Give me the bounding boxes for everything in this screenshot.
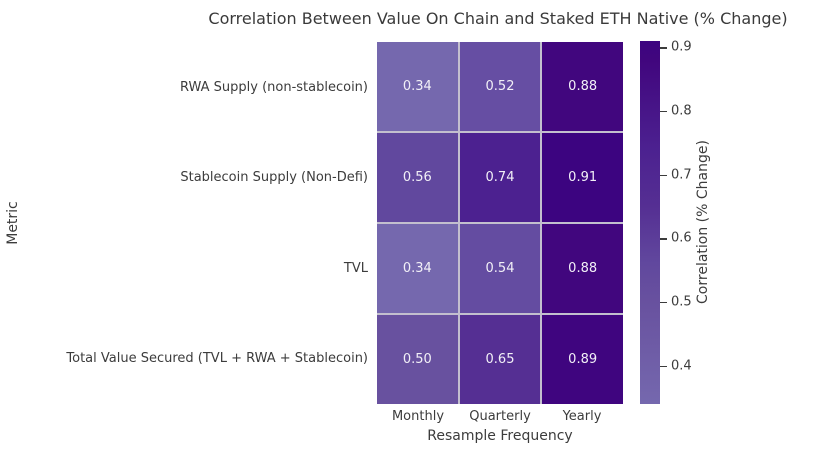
colorbar-tick-label: 0.9 — [671, 39, 692, 55]
cell-value: 0.74 — [485, 170, 515, 185]
heatmap-cell: 0.34 — [377, 224, 458, 313]
y-tick-label: RWA Supply (non-stablecoin) — [179, 79, 368, 95]
heatmap-cell: 0.50 — [377, 315, 458, 404]
colorbar-tick-mark — [660, 47, 667, 49]
heatmap-cell: 0.52 — [459, 42, 541, 131]
colorbar-tick-label: 0.7 — [671, 167, 692, 183]
heatmap-cell: 0.88 — [542, 42, 623, 131]
cell-value: 0.88 — [568, 79, 598, 94]
y-axis-tick-labels: RWA Supply (non-stablecoin) Stablecoin Su… — [0, 42, 368, 404]
cell-value: 0.34 — [402, 261, 432, 276]
x-axis-tick-labels: Monthly Quarterly Yearly — [377, 409, 623, 424]
heatmap-cell: 0.56 — [377, 133, 458, 222]
heatmap-cell: 0.89 — [542, 315, 623, 404]
cell-value: 0.52 — [485, 79, 515, 94]
cell-value: 0.56 — [402, 170, 432, 185]
heatmap-grid: 0.34 0.52 0.88 0.56 0.74 0.91 0.34 0.54 0.88 0.50… — [377, 42, 623, 404]
cell-value: 0.54 — [485, 261, 515, 276]
x-tick-label: Yearly — [562, 409, 602, 424]
colorbar-tick-mark — [660, 111, 667, 113]
colorbar-label: Correlation (% Change) — [695, 140, 711, 304]
colorbar-tick-mark — [660, 365, 667, 368]
heatmap-cell: 0.54 — [459, 224, 541, 313]
cell-value: 0.88 — [568, 261, 598, 276]
colorbar-tick-label: 0.5 — [671, 294, 692, 310]
cell-value: 0.50 — [402, 352, 432, 367]
heatmap-cell: 0.91 — [542, 133, 623, 222]
colorbar-tick-label: 0.4 — [671, 358, 692, 374]
x-axis-label: Resample Frequency — [427, 428, 573, 444]
cell-value: 0.65 — [485, 352, 515, 367]
colorbar-tick-label: 0.8 — [671, 103, 692, 119]
colorbar-tick-mark — [660, 238, 667, 240]
y-tick-label: Stablecoin Supply (Non-Defi) — [180, 170, 368, 186]
y-tick-label: TVL — [343, 260, 368, 276]
colorbar-tick-label: 0.6 — [671, 230, 692, 246]
chart-title: Correlation Between Value On Chain and S… — [208, 9, 788, 28]
cell-value: 0.91 — [568, 170, 598, 185]
colorbar-tick-mark — [660, 302, 667, 304]
heatmap-cell: 0.34 — [377, 42, 458, 131]
x-tick-label: Monthly — [391, 409, 445, 424]
colorbar-tick-mark — [660, 174, 667, 177]
heatmap-cell: 0.88 — [542, 224, 623, 313]
x-tick-label: Quarterly — [469, 409, 531, 424]
cell-value: 0.34 — [402, 79, 432, 94]
colorbar-gradient — [640, 41, 660, 404]
heatmap-cell: 0.74 — [459, 133, 541, 222]
heatmap-cell: 0.65 — [459, 315, 541, 404]
cell-value: 0.89 — [568, 352, 598, 367]
y-tick-label: Total Value Secured (TVL + RWA + Stablec… — [66, 351, 368, 367]
